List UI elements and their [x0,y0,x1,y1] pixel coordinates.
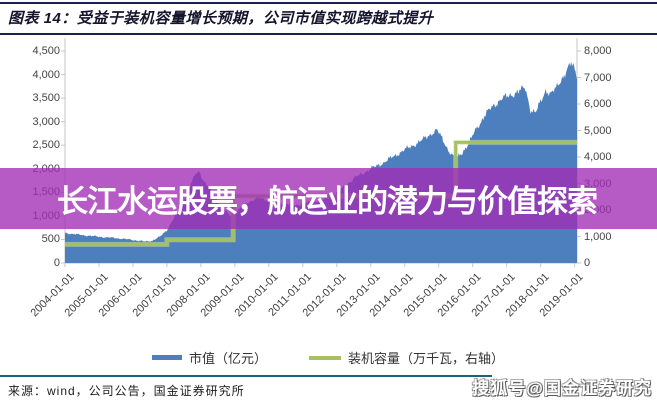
y-axis-tick-label: 1,000 [584,230,612,243]
y-axis-tick-label: 0 [584,257,591,269]
y-axis-tick-label: 4,500 [32,45,60,57]
legend-item-market-cap: 市值（亿元） [152,348,267,367]
y-axis-tick-label: 8,000 [584,45,612,57]
legend-label-market-cap: 市值（亿元） [189,351,268,366]
source-text: 来源：wind，公司公告，国金证券研究所 [8,384,245,398]
source-divider-rule [0,375,492,377]
y-axis-tick-label: 2,500 [32,139,60,152]
title-bottom-rule [0,33,657,35]
market-cap-swatch [152,355,182,360]
y-axis-tick-label: 6,000 [584,98,612,110]
watermark-band-text: 长江水运股票，航运业的潜力与价值探索 [57,184,598,219]
y-axis-tick-label: 7,000 [584,71,612,84]
y-axis-tick-label: 3,000 [32,115,60,128]
y-axis-tick-label: 3,500 [32,92,60,105]
chart-legend: 市值（亿元） 装机容量（万千瓦，右轴） [152,348,546,367]
y-axis-tick-label: 4,000 [584,151,612,163]
y-axis-tick-label: 5,000 [584,124,612,137]
figure-title: 图表 14：受益于装机容量增长预期，公司市值实现跨越式提升 [8,10,434,27]
corner-watermark-text: 搜狐号@国金证券研究 [472,379,652,398]
y-axis-tick-label: 4,000 [32,68,60,81]
legend-item-capacity: 装机容量（万千瓦，右轴） [309,348,504,367]
watermark-band: 长江水运股票，航运业的潜力与价值探索 [0,168,657,229]
capacity-swatch [309,355,342,360]
y-axis-tick-label: 0 [53,257,60,269]
y-axis-tick-label: 500 [41,233,60,246]
title-top-rule [0,2,657,4]
legend-label-capacity: 装机容量（万千瓦，右轴） [348,351,505,366]
